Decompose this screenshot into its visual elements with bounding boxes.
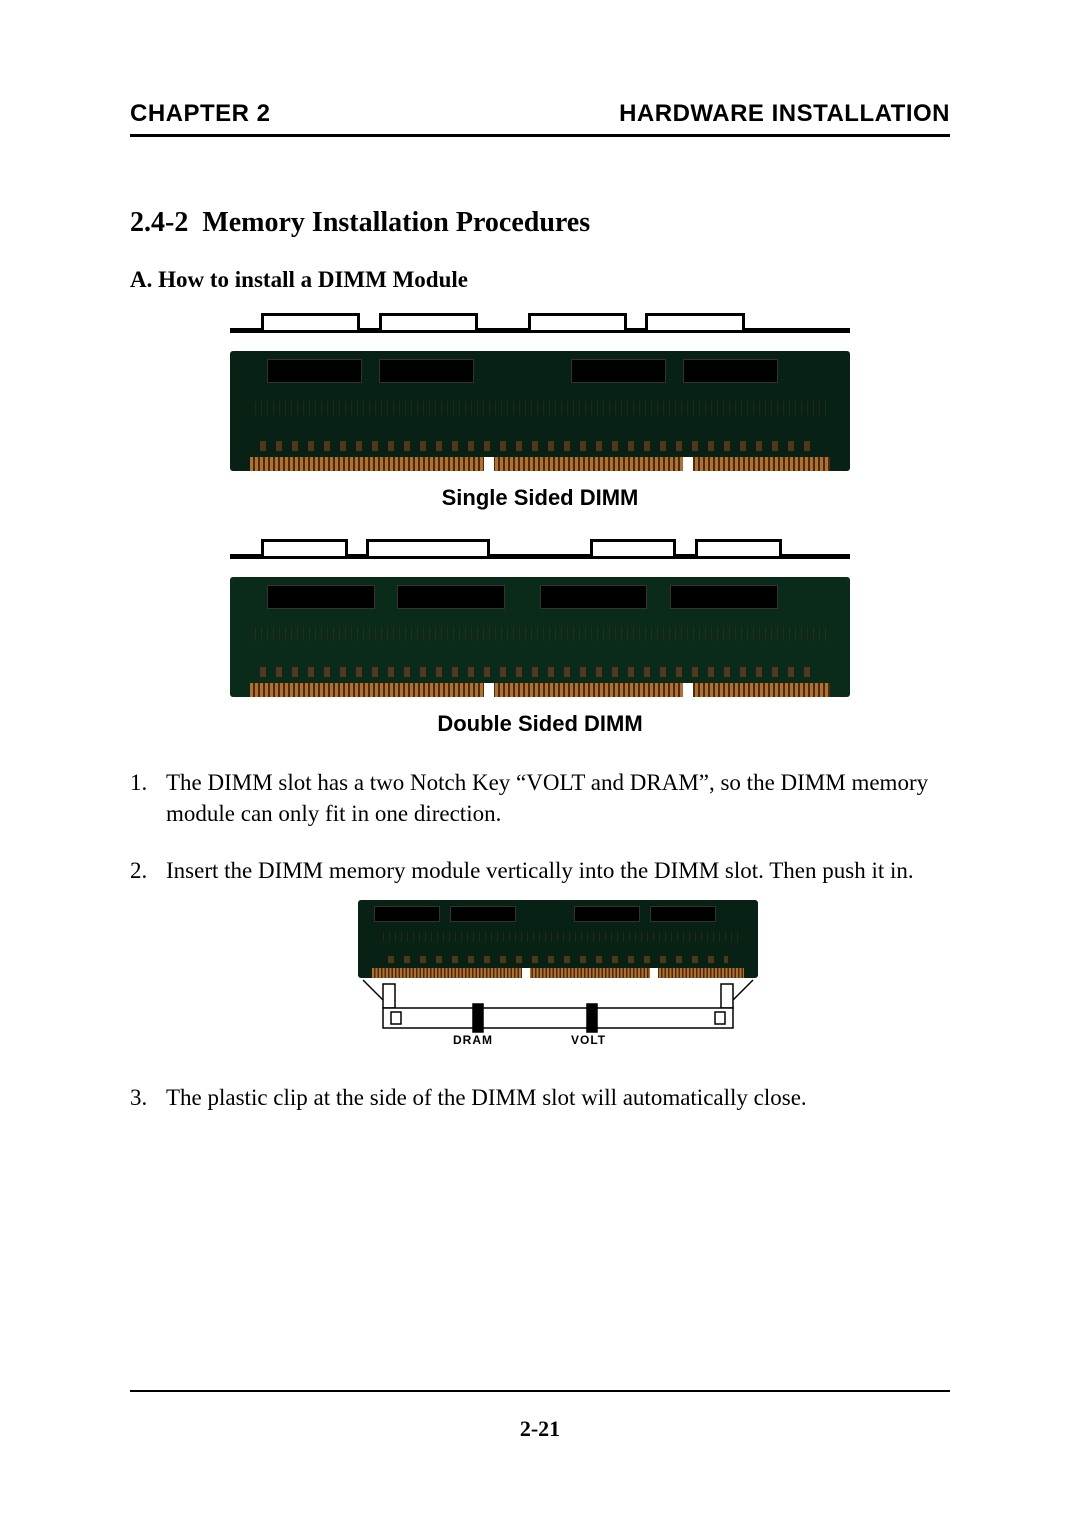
page-number: 2-21 [0, 1416, 1080, 1442]
single-dimm-pcb [230, 351, 850, 471]
header-rule [130, 134, 950, 137]
step-item: The DIMM slot has a two Notch Key “VOLT … [130, 767, 950, 829]
step-text: The DIMM slot has a two Notch Key “VOLT … [166, 770, 928, 826]
section-heading: Memory Installation Procedures [202, 207, 590, 238]
figure-single-dimm: Single Sided DIMM [230, 313, 850, 511]
subsection-heading: How to install a DIMM Module [158, 267, 468, 292]
slot-svg: DRAM VOLT [343, 978, 773, 1048]
document-page: CHAPTER 2 HARDWARE INSTALLATION 2.4-2 Me… [0, 0, 1080, 1522]
slot-label-volt: VOLT [571, 1033, 606, 1047]
double-notch-bar [230, 539, 850, 571]
header-left: CHAPTER 2 [130, 100, 271, 128]
figure-slot-diagram: DRAM VOLT [343, 900, 773, 1056]
figure-double-dimm: Double Sided DIMM [230, 539, 850, 737]
step-text: The plastic clip at the side of the DIMM… [166, 1085, 807, 1110]
single-notch-bar [230, 313, 850, 345]
slot-dimm-pcb [358, 900, 758, 978]
section-number: 2.4-2 [130, 207, 188, 238]
step-item: The plastic clip at the side of the DIMM… [130, 1082, 950, 1113]
subsection-title: A. How to install a DIMM Module [130, 267, 950, 293]
step-text: Insert the DIMM memory module vertically… [166, 858, 914, 883]
slot-label-dram: DRAM [453, 1033, 493, 1047]
footer-rule [130, 1390, 950, 1392]
section-title: 2.4-2 Memory Installation Procedures [130, 207, 950, 239]
step-item: Insert the DIMM memory module vertically… [130, 855, 950, 1056]
figure-caption-double: Double Sided DIMM [230, 711, 850, 737]
subsection-label: A. [130, 267, 152, 292]
double-dimm-pcb [230, 577, 850, 697]
page-header: CHAPTER 2 HARDWARE INSTALLATION [130, 100, 950, 128]
figure-caption-single: Single Sided DIMM [230, 485, 850, 511]
steps-list: The DIMM slot has a two Notch Key “VOLT … [130, 767, 950, 1113]
header-right: HARDWARE INSTALLATION [619, 100, 950, 128]
